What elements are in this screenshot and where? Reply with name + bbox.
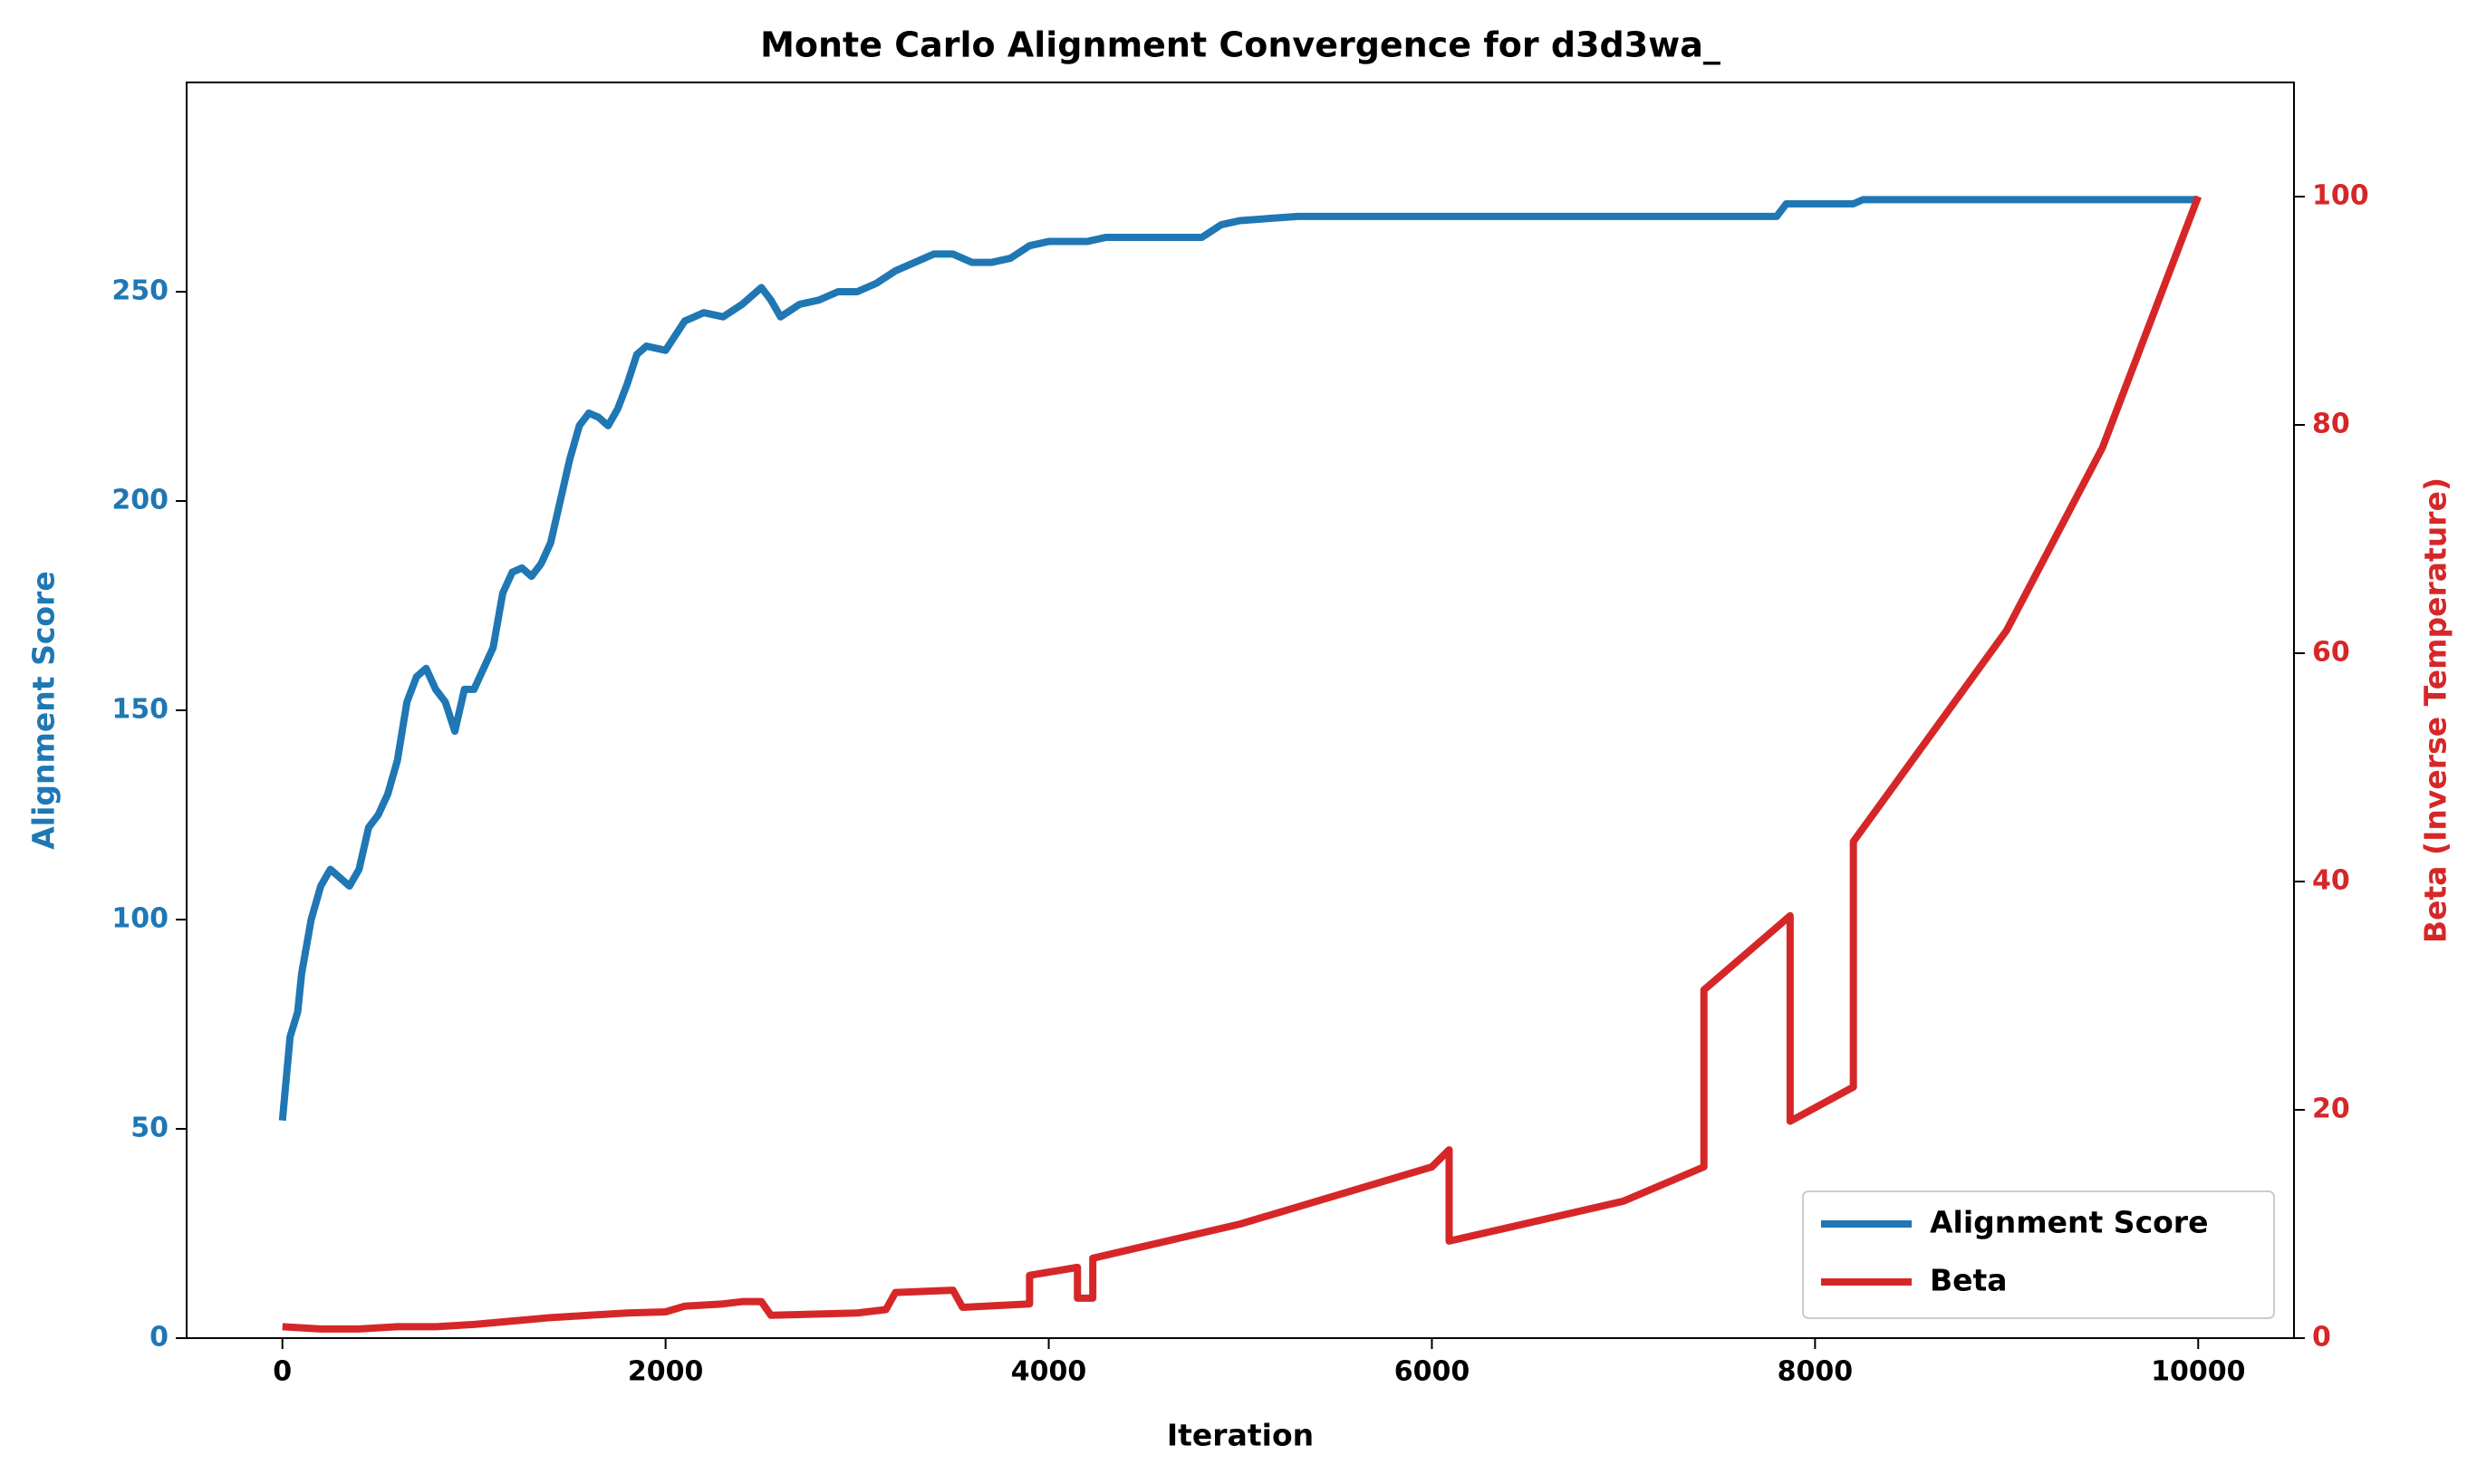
x-tick-label: 10000 — [2151, 1356, 2245, 1388]
x-tick-label: 8000 — [1778, 1356, 1854, 1388]
chart-title: Monte Carlo Alignment Convergence for d3… — [760, 25, 1720, 65]
x-tick-label: 2000 — [628, 1356, 704, 1388]
legend-label: Beta — [1930, 1263, 2008, 1298]
y-tick-label: 100 — [111, 903, 169, 935]
y2-tick-label: 0 — [2312, 1322, 2331, 1354]
y2-tick-label: 60 — [2312, 637, 2350, 669]
y-tick-label: 50 — [130, 1113, 169, 1144]
y-tick-label: 200 — [111, 485, 169, 516]
y-axis-label: Alignment Score — [26, 571, 62, 849]
y2-axis-label: Beta (Inverse Temperature) — [2418, 477, 2453, 943]
plot-frame — [186, 82, 2295, 1339]
y-tick-label: 250 — [111, 275, 169, 307]
series-line — [278, 196, 2199, 1122]
y2-tick-label: 100 — [2312, 180, 2369, 212]
y2-tick-label: 80 — [2312, 409, 2350, 440]
y2-tick-label: 20 — [2312, 1094, 2350, 1125]
series-line — [282, 195, 2202, 1333]
y-tick-label: 150 — [111, 694, 169, 726]
legend-label: Alignment Score — [1930, 1205, 2208, 1240]
x-tick-label: 0 — [273, 1356, 292, 1388]
x-tick-label: 6000 — [1394, 1356, 1470, 1388]
legend-box — [1802, 1190, 2275, 1319]
x-tick-label: 4000 — [1011, 1356, 1087, 1388]
y-tick-label: 0 — [149, 1322, 169, 1354]
y2-tick-label: 40 — [2312, 865, 2350, 897]
x-axis-label: Iteration — [1167, 1418, 1314, 1453]
